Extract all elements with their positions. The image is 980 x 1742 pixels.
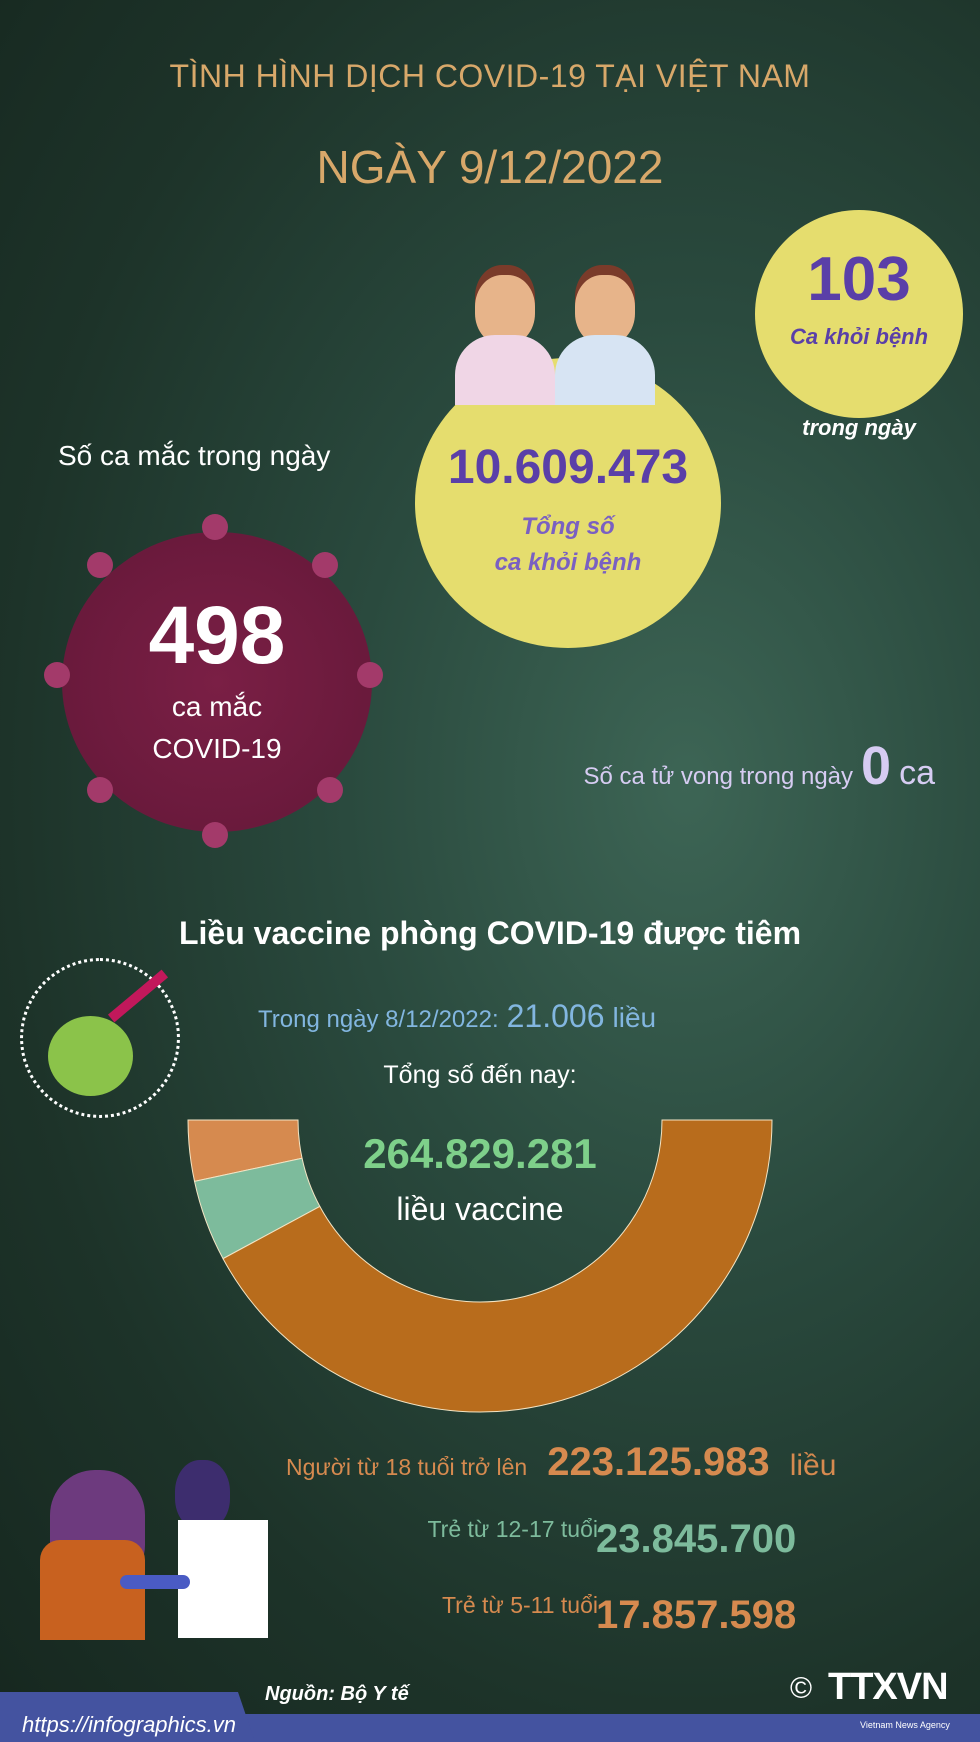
recovered-total-circle xyxy=(415,358,721,648)
vaccine-daily-label: Trong ngày 8/12/2022: xyxy=(258,1006,499,1033)
cases-today-heading: Số ca mắc trong ngày xyxy=(58,440,331,471)
breakdown-adults-label: Người từ 18 tuổi trở lên xyxy=(286,1454,528,1480)
recovered-today-label: Ca khỏi bệnh xyxy=(789,324,929,349)
cases-today-label-1: ca mắc xyxy=(171,691,263,722)
breakdown-adults-unit: liều xyxy=(789,1449,837,1482)
donut-slice-0 xyxy=(222,1119,773,1413)
infographic-date: NGÀY 9/12/2022 xyxy=(316,141,664,193)
infographic-title: TÌNH HÌNH DỊCH COVID-19 TẠI VIỆT NAM xyxy=(169,58,811,94)
vaccine-daily-row: Trong ngày 8/12/2022: 21.006 liều xyxy=(258,998,656,1035)
recovered-today-sub: trong ngày xyxy=(802,415,916,440)
deaths-value: 0 xyxy=(861,736,892,796)
cases-today-value: 498 xyxy=(148,590,286,681)
recovered-total-label-1: Tổng số xyxy=(521,513,615,540)
footer-url-link[interactable]: https://infographics.vn xyxy=(22,1712,237,1737)
source-label: Nguồn: Bộ Y tế xyxy=(265,1683,409,1705)
breakdown-12-17-label-row: Trẻ từ 12-17 tuổi xyxy=(427,1516,598,1543)
footer-url-tab xyxy=(0,1692,255,1742)
vaccine-heading: Liều vaccine phòng COVID-19 được tiêm xyxy=(178,915,802,951)
breakdown-12-17-value: 23.845.700 xyxy=(596,1517,797,1561)
vaccine-daily-unit: liều xyxy=(612,1002,657,1033)
deaths-row: Số ca tử vong trong ngày 0 ca xyxy=(583,735,935,797)
recovered-total-label-2: ca khỏi bệnh xyxy=(494,549,642,576)
breakdown-5-11-label: Trẻ từ 5-11 tuổi xyxy=(441,1592,598,1618)
copyright-symbol: © xyxy=(790,1672,813,1705)
ttxvn-logo: TTXVN xyxy=(828,1666,949,1708)
vaccine-total-value: 264.829.281 xyxy=(363,1130,597,1177)
breakdown-adults-value: 223.125.983 xyxy=(547,1440,770,1484)
patients-icon xyxy=(455,265,655,405)
recovered-today-value: 103 xyxy=(807,245,911,314)
deaths-unit: ca xyxy=(899,754,935,792)
ttxvn-logo-sub: Vietnam News Agency xyxy=(860,1720,950,1730)
vaccination-illustration xyxy=(30,1460,280,1640)
vaccine-total-unit: liều vaccine xyxy=(396,1191,564,1227)
vaccine-daily-value: 21.006 xyxy=(506,998,605,1034)
breakdown-5-11-label-row: Trẻ từ 5-11 tuổi xyxy=(442,1592,598,1619)
vaccine-virus-icon xyxy=(20,958,180,1118)
breakdown-12-17-label: Trẻ từ 12-17 tuổi xyxy=(427,1516,598,1542)
deaths-label: Số ca tử vong trong ngày xyxy=(583,763,854,790)
cases-today-label-2: COVID-19 xyxy=(152,733,282,764)
recovered-today-circle xyxy=(755,210,963,418)
vaccine-total-label: Tổng số đến nay: xyxy=(383,1061,577,1089)
recovered-total-value: 10.609.473 xyxy=(447,441,689,494)
breakdown-5-11-value: 17.857.598 xyxy=(596,1593,797,1637)
virus-icon xyxy=(44,514,383,848)
breakdown-adults-row: Người từ 18 tuổi trở lên 223.125.983 liề… xyxy=(286,1440,836,1485)
